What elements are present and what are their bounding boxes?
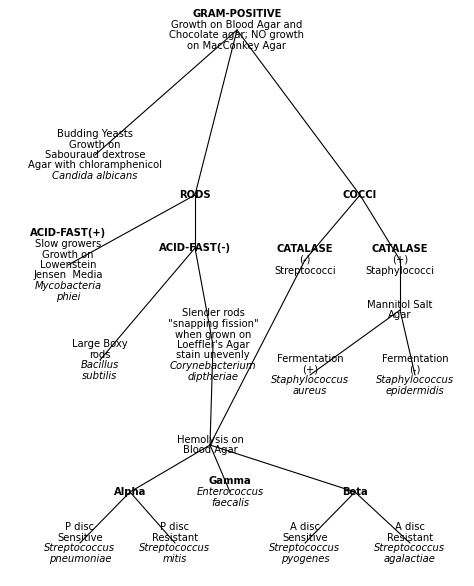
Text: stain unevenly: stain unevenly	[176, 350, 250, 360]
Text: subtilis: subtilis	[82, 371, 118, 381]
Text: (-): (-)	[299, 255, 310, 265]
Text: (+): (+)	[302, 364, 318, 375]
Text: Jensen  Media: Jensen Media	[33, 271, 103, 281]
Text: Alpha: Alpha	[114, 487, 146, 497]
Text: Beta: Beta	[342, 487, 368, 497]
Text: when grown on: when grown on	[175, 329, 251, 339]
Text: A disc: A disc	[395, 522, 425, 532]
Text: Sabouraud dextrose: Sabouraud dextrose	[45, 150, 145, 160]
Text: Candida albicans: Candida albicans	[52, 171, 138, 181]
Text: A disc: A disc	[290, 522, 320, 532]
Text: Blood Agar: Blood Agar	[182, 445, 237, 455]
Text: ACID-FAST(+): ACID-FAST(+)	[30, 229, 106, 239]
Text: Fermentation: Fermentation	[382, 355, 448, 364]
Text: Agar: Agar	[388, 310, 412, 321]
Text: Budding Yeasts: Budding Yeasts	[57, 129, 133, 139]
Text: faecalis: faecalis	[211, 498, 249, 507]
Text: Bacillus: Bacillus	[81, 360, 119, 370]
Text: Streptococcus: Streptococcus	[269, 543, 340, 553]
Text: Staphylococcus: Staphylococcus	[271, 375, 349, 385]
Text: aureus: aureus	[293, 386, 327, 396]
Text: Streptococcus: Streptococcus	[374, 543, 446, 553]
Text: agalactiae: agalactiae	[384, 554, 436, 564]
Text: mitis: mitis	[163, 554, 187, 564]
Text: Slow growers: Slow growers	[35, 239, 101, 249]
Text: Lowenstein: Lowenstein	[40, 260, 96, 270]
Text: Growth on Blood Agar and: Growth on Blood Agar and	[171, 20, 303, 30]
Text: Chocolate agar; NO growth: Chocolate agar; NO growth	[170, 30, 304, 40]
Text: RODS: RODS	[179, 190, 211, 200]
Text: Gamma: Gamma	[209, 476, 251, 486]
Text: phiei: phiei	[56, 291, 80, 302]
Text: pneumoniae: pneumoniae	[49, 554, 111, 564]
Text: Growth on: Growth on	[69, 139, 121, 149]
Text: CATALASE: CATALASE	[277, 244, 333, 254]
Text: on MacConkey Agar: on MacConkey Agar	[188, 41, 286, 51]
Text: Staphylococcus: Staphylococcus	[376, 375, 454, 385]
Text: Corynebacterium: Corynebacterium	[170, 361, 256, 371]
Text: Resistant: Resistant	[387, 533, 433, 543]
Text: epidermidis: epidermidis	[386, 386, 444, 396]
Text: pyogenes: pyogenes	[281, 554, 329, 564]
Text: diptheriae: diptheriae	[188, 372, 238, 381]
Text: ACID-FAST(-): ACID-FAST(-)	[159, 243, 231, 253]
Text: "snapping fission": "snapping fission"	[168, 319, 258, 329]
Text: Large Boxy: Large Boxy	[72, 339, 128, 349]
Text: P disc: P disc	[65, 522, 94, 532]
Text: Slender rods: Slender rods	[182, 308, 245, 319]
Text: (+): (+)	[392, 255, 408, 265]
Text: Streptococcus: Streptococcus	[45, 543, 116, 553]
Text: Streptococcus: Streptococcus	[139, 543, 210, 553]
Text: Agar with chloramphenicol: Agar with chloramphenicol	[28, 161, 162, 171]
Text: P disc: P disc	[160, 522, 190, 532]
Text: Mycobacteria: Mycobacteria	[35, 281, 101, 291]
Text: Growth on: Growth on	[42, 250, 94, 260]
Text: Fermentation: Fermentation	[277, 355, 343, 364]
Text: Hemolysis on: Hemolysis on	[176, 435, 244, 445]
Text: CATALASE: CATALASE	[372, 244, 428, 254]
Text: Staphylococci: Staphylococci	[365, 265, 435, 275]
Text: GRAM-POSITIVE: GRAM-POSITIVE	[192, 9, 282, 19]
Text: Enterococcus: Enterococcus	[196, 487, 264, 497]
Text: COCCI: COCCI	[343, 190, 377, 200]
Text: Mannitol Salt: Mannitol Salt	[367, 300, 433, 310]
Text: Streptococci: Streptococci	[274, 265, 336, 275]
Text: Resistant: Resistant	[152, 533, 198, 543]
Text: rods: rods	[89, 350, 111, 360]
Text: (-): (-)	[410, 364, 421, 375]
Text: Sensitive: Sensitive	[282, 533, 328, 543]
Text: Loeffler's Agar: Loeffler's Agar	[177, 340, 249, 350]
Text: Sensitive: Sensitive	[57, 533, 103, 543]
